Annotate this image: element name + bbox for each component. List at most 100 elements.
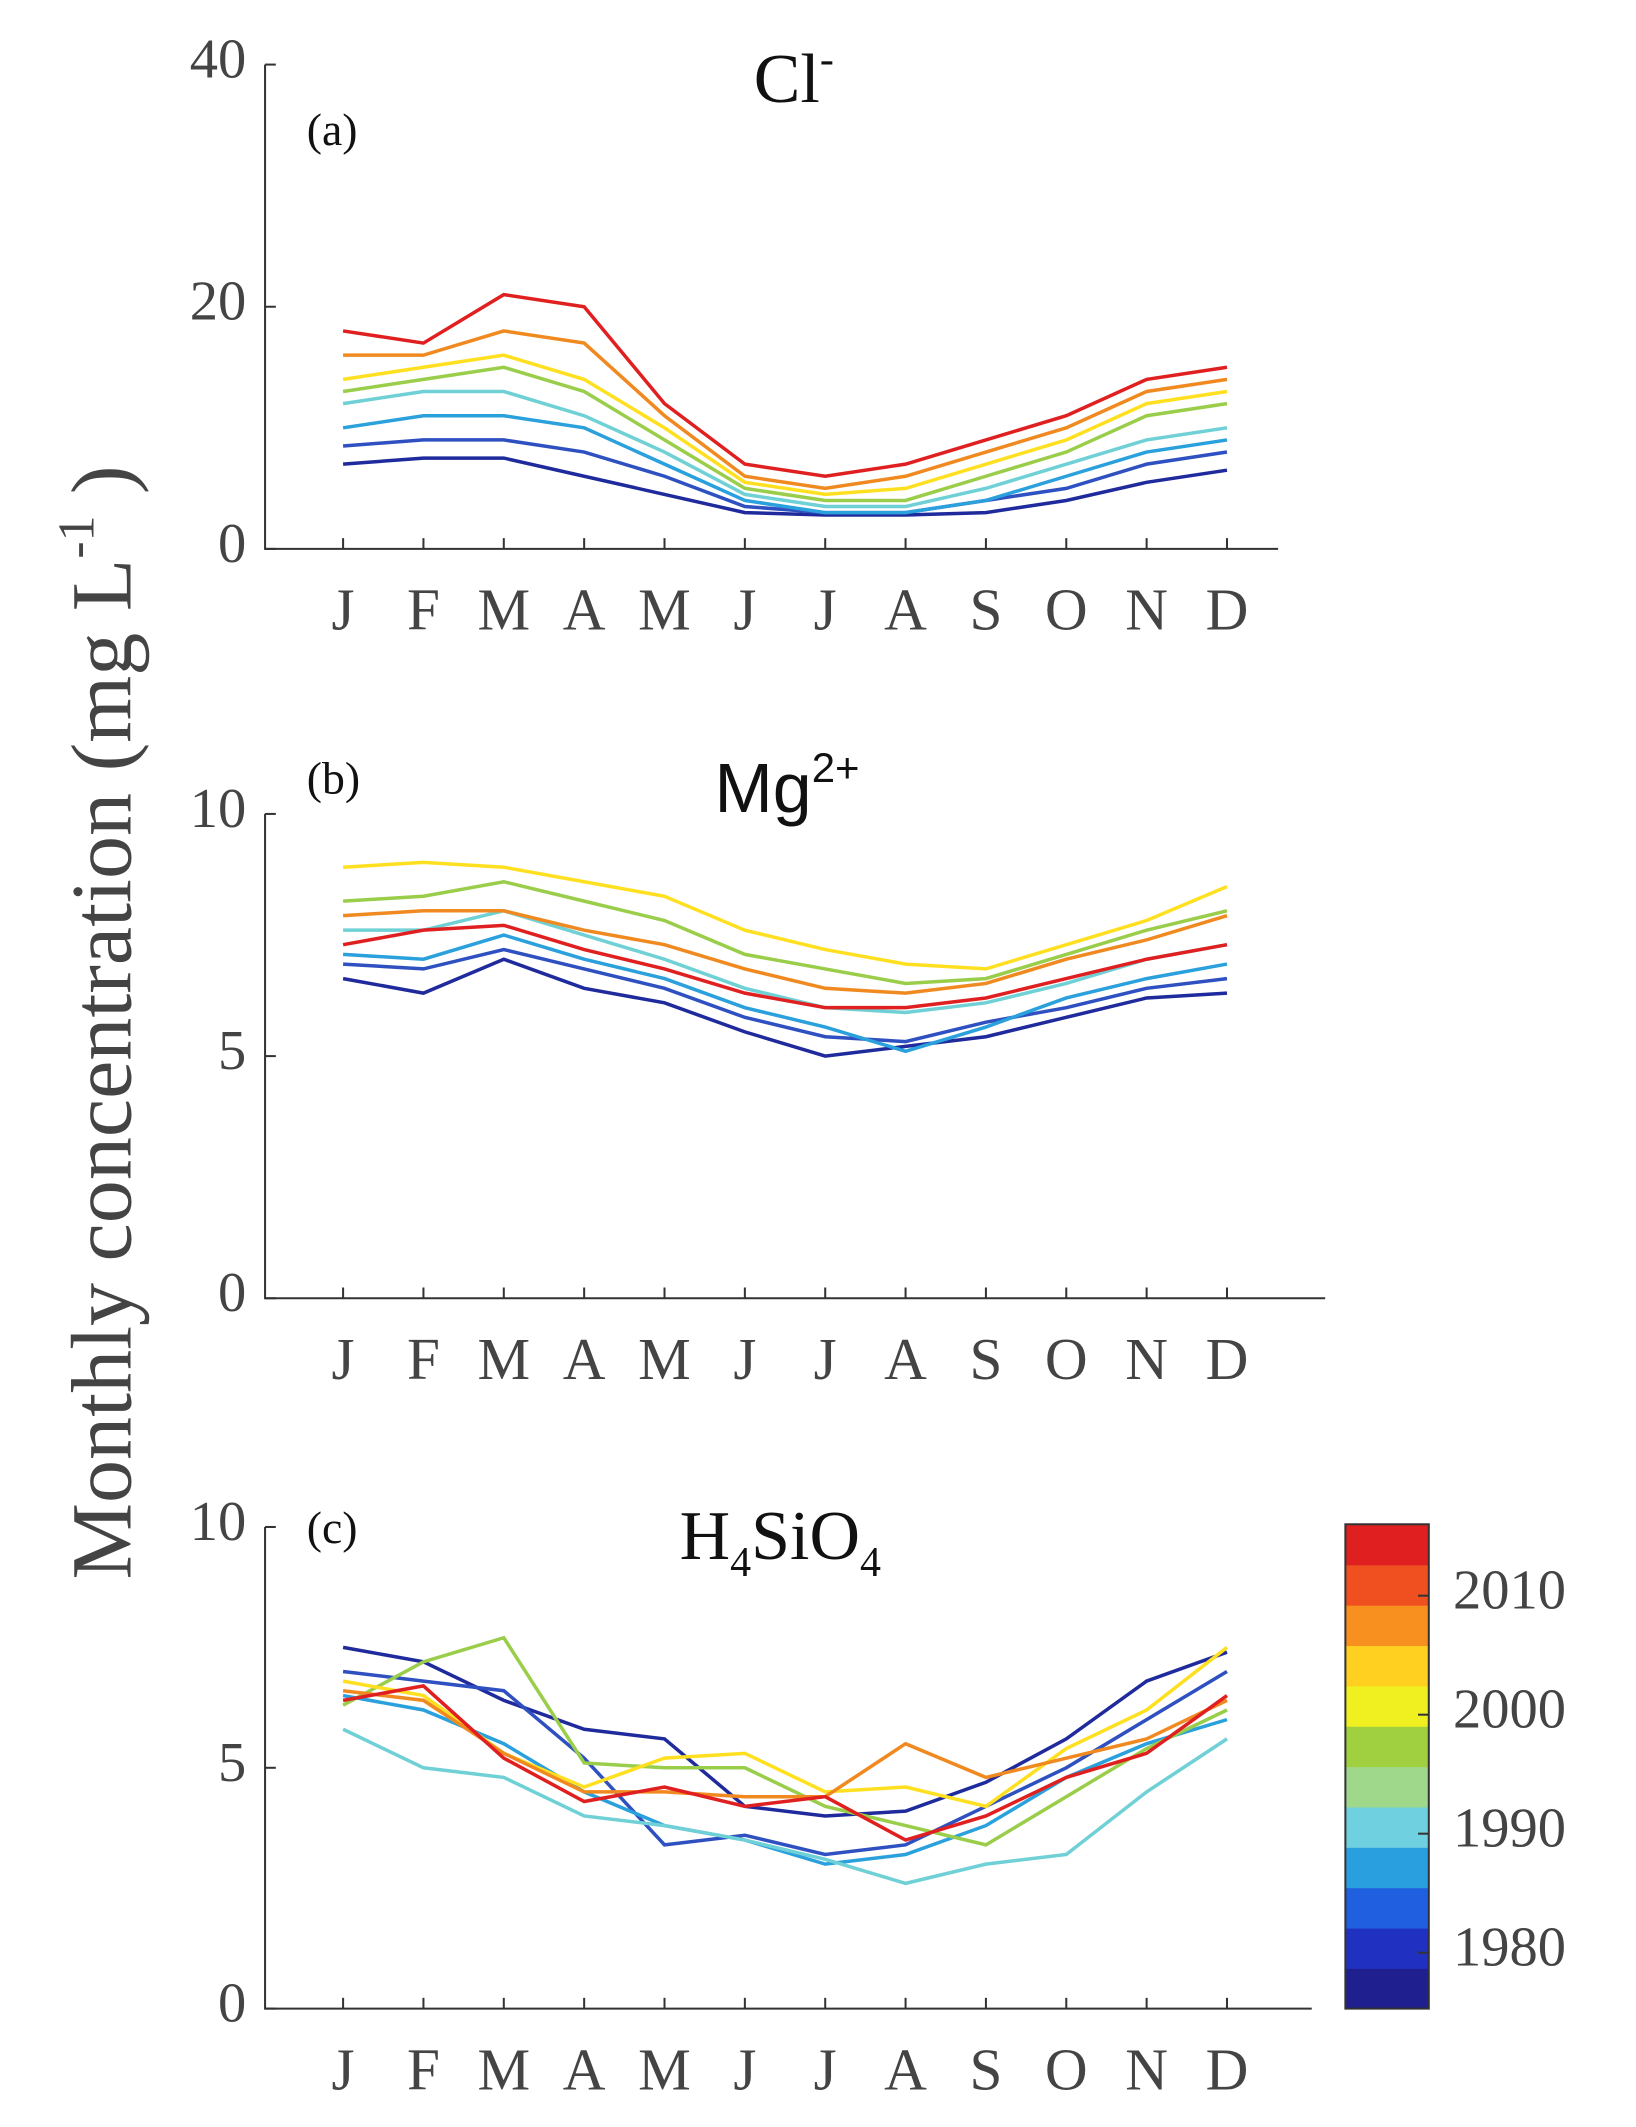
data-line: [342, 879, 1228, 986]
colorbar-swatch: [1345, 1776, 1429, 1788]
colorbar-swatch: [1345, 1998, 1429, 2010]
panel-label: (a): [307, 104, 358, 155]
x-tick-label: A: [563, 577, 606, 643]
colorbar-swatch: [1345, 1988, 1429, 2000]
colorbar-swatch: [1345, 1736, 1429, 1747]
x-tick-label: A: [884, 1326, 927, 1392]
panel-label: (c): [307, 1502, 358, 1553]
colorbar-swatch: [1345, 1685, 1429, 1697]
colorbar-swatch: [1345, 1816, 1429, 1828]
data-line: [342, 292, 1228, 479]
x-tick-label: F: [407, 1326, 440, 1392]
x-tick-label: J: [733, 1326, 756, 1392]
colorbar-swatch: [1345, 1907, 1429, 1919]
colorbar-swatch: [1345, 1665, 1429, 1677]
x-tick-label: M: [477, 2036, 530, 2102]
x-tick-label: A: [563, 1326, 606, 1392]
y-tick-label: 10: [190, 778, 247, 840]
colorbar-swatch: [1345, 1645, 1429, 1657]
colorbar-swatch: [1345, 1675, 1429, 1687]
colorbar-tick-label: 2010: [1453, 1560, 1566, 1622]
x-tick-label: J: [332, 577, 355, 643]
x-tick-label: S: [969, 577, 1002, 643]
colorbar-swatch: [1345, 1897, 1429, 1909]
x-tick-label: D: [1206, 2036, 1249, 2102]
y-tick-label: 40: [190, 29, 247, 91]
x-tick-label: F: [407, 2036, 440, 2102]
panel-title: Cl-: [754, 37, 834, 118]
data-line: [342, 1635, 1228, 1847]
data-line: [343, 329, 1228, 491]
x-tick-label: D: [1206, 577, 1249, 643]
x-tick-label: M: [638, 2036, 691, 2102]
data-line: [342, 947, 1228, 1044]
colorbar-swatch: [1345, 1937, 1429, 1949]
colorbar-swatch: [1345, 1534, 1429, 1546]
data-line: [342, 1684, 1229, 1842]
colorbar-swatch: [1345, 1857, 1429, 1869]
text-part: -: [820, 37, 834, 83]
colorbar-swatch: [1345, 1574, 1429, 1586]
panel-title: H4SiO4: [680, 1498, 881, 1586]
x-tick-label: J: [332, 1326, 355, 1392]
x-tick-label: O: [1045, 2036, 1088, 2102]
colorbar-tick-label: 1990: [1453, 1798, 1566, 1860]
colorbar-swatch: [1345, 1594, 1429, 1606]
colorbar-swatch: [1345, 1887, 1429, 1899]
data-line: [342, 365, 1228, 503]
colorbar-swatch: [1345, 1625, 1429, 1636]
y-tick-label: 0: [218, 1973, 246, 2035]
data-line: [342, 353, 1228, 497]
colorbar-swatch: [1345, 1968, 1429, 1980]
data-line: [342, 1727, 1228, 1886]
y-tick-label: 5: [218, 1020, 246, 1082]
colorbar-swatch: [1345, 1705, 1429, 1717]
data-line: [342, 438, 1228, 515]
colorbar-swatch: [1345, 1806, 1429, 1818]
text-part: H: [680, 1498, 731, 1575]
colorbar-swatch: [1345, 1564, 1429, 1576]
data-line: [342, 413, 1228, 515]
y-tick-label: 5: [218, 1732, 246, 1794]
colorbar-swatch: [1345, 1877, 1429, 1889]
text-part: Mg: [715, 749, 812, 827]
colorbar-swatch: [1345, 1948, 1429, 1959]
x-tick-label: J: [733, 577, 756, 643]
y-axis-label: Monthly concentration (mg L-1 ): [49, 465, 149, 1579]
colorbar-swatch: [1345, 1826, 1429, 1838]
colorbar-swatch: [1345, 1715, 1429, 1727]
x-tick-label: N: [1125, 1326, 1168, 1392]
x-tick-label: S: [969, 1326, 1002, 1392]
x-tick-label: M: [477, 1326, 530, 1392]
data-line: [343, 908, 1228, 1015]
text-part: -1: [49, 516, 106, 559]
colorbar-swatch: [1345, 1786, 1429, 1798]
data-line: [342, 933, 1228, 1054]
colorbar-swatch: [1345, 1605, 1429, 1616]
text-part: ): [53, 465, 149, 515]
data-line: [342, 923, 1228, 1010]
axis-line: [264, 64, 1279, 550]
colorbar-swatch: [1345, 1958, 1429, 1969]
y-tick-label: 10: [190, 1491, 247, 1553]
colorbar-swatch: [1345, 1635, 1429, 1647]
x-tick-label: O: [1045, 577, 1088, 643]
panel-title: Mg2+: [715, 743, 860, 827]
y-tick-label: 0: [218, 1262, 246, 1324]
x-tick-label: A: [884, 577, 927, 643]
text-part: Cl: [754, 41, 820, 118]
colorbar-swatch: [1345, 1766, 1429, 1778]
colorbar-swatch: [1345, 1837, 1429, 1848]
data-line: [342, 456, 1228, 517]
text-part: SiO: [751, 1498, 860, 1575]
x-tick-label: M: [638, 577, 691, 643]
colorbar-swatch: [1345, 1554, 1429, 1566]
colorbar-swatch: [1345, 1544, 1429, 1556]
x-tick-label: J: [733, 2036, 756, 2102]
data-line: [342, 1646, 1229, 1809]
x-tick-label: A: [884, 2036, 927, 2102]
colorbar-swatch: [1345, 1867, 1429, 1879]
data-line: [342, 389, 1228, 509]
x-tick-label: J: [332, 2036, 355, 2102]
